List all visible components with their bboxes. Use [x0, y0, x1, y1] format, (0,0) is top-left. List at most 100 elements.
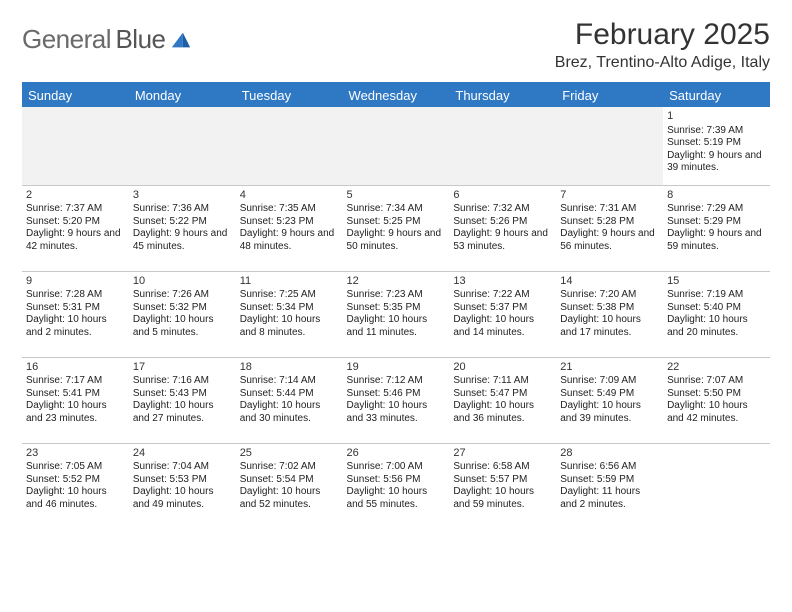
- sunrise-line: Sunrise: 7:05 AM: [26, 461, 125, 474]
- day-header: Wednesday: [343, 84, 450, 107]
- sunrise-line: Sunrise: 7:07 AM: [667, 375, 766, 388]
- daylight-line: Daylight: 10 hours and 8 minutes.: [240, 314, 339, 339]
- sunset-line: Sunset: 5:20 PM: [26, 216, 125, 229]
- day-number: 24: [133, 447, 232, 461]
- sunrise-line: Sunrise: 7:14 AM: [240, 375, 339, 388]
- sunset-line: Sunset: 5:34 PM: [240, 302, 339, 315]
- sunrise-line: Sunrise: 7:29 AM: [667, 203, 766, 216]
- sunset-line: Sunset: 5:25 PM: [347, 216, 446, 229]
- day-number: 18: [240, 361, 339, 375]
- calendar-week-row: 1Sunrise: 7:39 AMSunset: 5:19 PMDaylight…: [22, 107, 770, 185]
- daylight-line: Daylight: 10 hours and 20 minutes.: [667, 314, 766, 339]
- day-number: 26: [347, 447, 446, 461]
- daylight-line: Daylight: 10 hours and 49 minutes.: [133, 486, 232, 511]
- calendar-cell: 12Sunrise: 7:23 AMSunset: 5:35 PMDayligh…: [343, 271, 450, 357]
- brand-logo: General Blue: [22, 18, 192, 55]
- day-number: 11: [240, 275, 339, 289]
- location-subtitle: Brez, Trentino-Alto Adige, Italy: [555, 54, 770, 72]
- calendar-week-row: 23Sunrise: 7:05 AMSunset: 5:52 PMDayligh…: [22, 443, 770, 529]
- sunrise-line: Sunrise: 7:22 AM: [453, 289, 552, 302]
- sunrise-line: Sunrise: 7:09 AM: [560, 375, 659, 388]
- calendar-cell: 24Sunrise: 7:04 AMSunset: 5:53 PMDayligh…: [129, 443, 236, 529]
- sunset-line: Sunset: 5:26 PM: [453, 216, 552, 229]
- sunrise-line: Sunrise: 7:34 AM: [347, 203, 446, 216]
- sunset-line: Sunset: 5:31 PM: [26, 302, 125, 315]
- day-number: 1: [667, 110, 766, 124]
- sunrise-line: Sunrise: 7:39 AM: [667, 125, 766, 138]
- day-header: Monday: [129, 84, 236, 107]
- calendar-cell: [236, 107, 343, 185]
- calendar-table: Sunday Monday Tuesday Wednesday Thursday…: [22, 84, 770, 529]
- daylight-line: Daylight: 10 hours and 17 minutes.: [560, 314, 659, 339]
- sunrise-line: Sunrise: 7:25 AM: [240, 289, 339, 302]
- day-number: 14: [560, 275, 659, 289]
- day-number: 19: [347, 361, 446, 375]
- daylight-line: Daylight: 9 hours and 48 minutes.: [240, 228, 339, 253]
- calendar-cell: 15Sunrise: 7:19 AMSunset: 5:40 PMDayligh…: [663, 271, 770, 357]
- sunrise-line: Sunrise: 6:58 AM: [453, 461, 552, 474]
- daylight-line: Daylight: 9 hours and 59 minutes.: [667, 228, 766, 253]
- sunset-line: Sunset: 5:40 PM: [667, 302, 766, 315]
- day-number: 20: [453, 361, 552, 375]
- sunset-line: Sunset: 5:56 PM: [347, 474, 446, 487]
- daylight-line: Daylight: 10 hours and 27 minutes.: [133, 400, 232, 425]
- day-number: 28: [560, 447, 659, 461]
- day-number: 27: [453, 447, 552, 461]
- calendar-cell: 23Sunrise: 7:05 AMSunset: 5:52 PMDayligh…: [22, 443, 129, 529]
- daylight-line: Daylight: 10 hours and 52 minutes.: [240, 486, 339, 511]
- calendar-cell: 16Sunrise: 7:17 AMSunset: 5:41 PMDayligh…: [22, 357, 129, 443]
- calendar-cell: 28Sunrise: 6:56 AMSunset: 5:59 PMDayligh…: [556, 443, 663, 529]
- calendar-cell: [556, 107, 663, 185]
- sunrise-line: Sunrise: 7:17 AM: [26, 375, 125, 388]
- daylight-line: Daylight: 9 hours and 53 minutes.: [453, 228, 552, 253]
- sunset-line: Sunset: 5:59 PM: [560, 474, 659, 487]
- brand-word-a: General: [22, 24, 111, 54]
- triangle-icon: [170, 29, 192, 51]
- sunset-line: Sunset: 5:44 PM: [240, 388, 339, 401]
- calendar-cell: 26Sunrise: 7:00 AMSunset: 5:56 PMDayligh…: [343, 443, 450, 529]
- daylight-line: Daylight: 9 hours and 45 minutes.: [133, 228, 232, 253]
- sunrise-line: Sunrise: 7:31 AM: [560, 203, 659, 216]
- calendar-cell: 6Sunrise: 7:32 AMSunset: 5:26 PMDaylight…: [449, 185, 556, 271]
- calendar-head: Sunday Monday Tuesday Wednesday Thursday…: [22, 84, 770, 107]
- calendar-cell: 3Sunrise: 7:36 AMSunset: 5:22 PMDaylight…: [129, 185, 236, 271]
- sunset-line: Sunset: 5:46 PM: [347, 388, 446, 401]
- calendar-cell: [22, 107, 129, 185]
- daylight-line: Daylight: 10 hours and 11 minutes.: [347, 314, 446, 339]
- day-header: Saturday: [663, 84, 770, 107]
- day-header: Thursday: [449, 84, 556, 107]
- calendar-week-row: 16Sunrise: 7:17 AMSunset: 5:41 PMDayligh…: [22, 357, 770, 443]
- sunrise-line: Sunrise: 7:16 AM: [133, 375, 232, 388]
- calendar-cell: [449, 107, 556, 185]
- calendar-cell: 1Sunrise: 7:39 AMSunset: 5:19 PMDaylight…: [663, 107, 770, 185]
- sunrise-line: Sunrise: 7:02 AM: [240, 461, 339, 474]
- daylight-line: Daylight: 10 hours and 23 minutes.: [26, 400, 125, 425]
- calendar-cell: 14Sunrise: 7:20 AMSunset: 5:38 PMDayligh…: [556, 271, 663, 357]
- day-header: Friday: [556, 84, 663, 107]
- sunrise-line: Sunrise: 7:23 AM: [347, 289, 446, 302]
- daylight-line: Daylight: 10 hours and 59 minutes.: [453, 486, 552, 511]
- sunrise-line: Sunrise: 7:36 AM: [133, 203, 232, 216]
- calendar-cell: [343, 107, 450, 185]
- sunset-line: Sunset: 5:32 PM: [133, 302, 232, 315]
- daylight-line: Daylight: 10 hours and 33 minutes.: [347, 400, 446, 425]
- sunrise-line: Sunrise: 7:35 AM: [240, 203, 339, 216]
- calendar-cell: 19Sunrise: 7:12 AMSunset: 5:46 PMDayligh…: [343, 357, 450, 443]
- calendar-cell: 21Sunrise: 7:09 AMSunset: 5:49 PMDayligh…: [556, 357, 663, 443]
- calendar-cell: 25Sunrise: 7:02 AMSunset: 5:54 PMDayligh…: [236, 443, 343, 529]
- sunset-line: Sunset: 5:29 PM: [667, 216, 766, 229]
- sunrise-line: Sunrise: 7:00 AM: [347, 461, 446, 474]
- daylight-line: Daylight: 10 hours and 14 minutes.: [453, 314, 552, 339]
- calendar-cell: 22Sunrise: 7:07 AMSunset: 5:50 PMDayligh…: [663, 357, 770, 443]
- calendar-cell: 4Sunrise: 7:35 AMSunset: 5:23 PMDaylight…: [236, 185, 343, 271]
- day-header: Tuesday: [236, 84, 343, 107]
- daylight-line: Daylight: 11 hours and 2 minutes.: [560, 486, 659, 511]
- day-number: 23: [26, 447, 125, 461]
- sunset-line: Sunset: 5:49 PM: [560, 388, 659, 401]
- sunset-line: Sunset: 5:47 PM: [453, 388, 552, 401]
- sunset-line: Sunset: 5:22 PM: [133, 216, 232, 229]
- day-number: 5: [347, 189, 446, 203]
- sunset-line: Sunset: 5:41 PM: [26, 388, 125, 401]
- sunset-line: Sunset: 5:28 PM: [560, 216, 659, 229]
- daylight-line: Daylight: 10 hours and 36 minutes.: [453, 400, 552, 425]
